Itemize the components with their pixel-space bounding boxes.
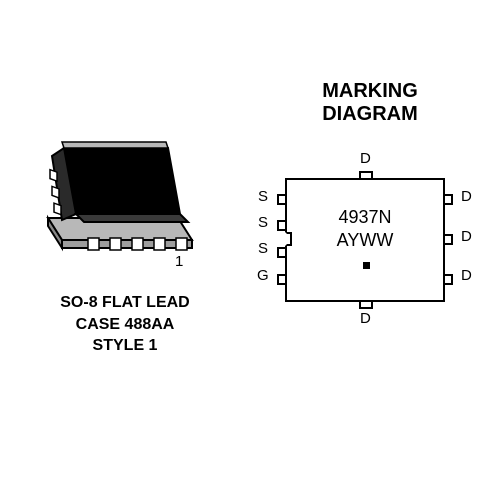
marking-diagram-box: 4937N AYWW	[285, 178, 445, 302]
lead-top	[359, 171, 373, 180]
lead-left-2	[277, 220, 287, 231]
lead-right-2	[443, 234, 453, 245]
pin-label-left-2: S	[258, 214, 268, 231]
pin-label-right-3: D	[461, 267, 472, 284]
lead-left-1	[277, 194, 287, 205]
marking-diagram-title: MARKING DIAGRAM	[270, 80, 470, 126]
marking-text: 4937N AYWW	[287, 206, 443, 253]
marking-dot-icon	[363, 262, 370, 269]
marking-text-line-2: AYWW	[287, 229, 443, 252]
marking-title-line-2: DIAGRAM	[270, 103, 470, 126]
lead-left-4	[277, 274, 287, 285]
caption-line-1: SO-8 FLAT LEAD	[30, 292, 220, 314]
package-3d-svg	[40, 130, 200, 260]
pin-label-left-1: S	[258, 188, 268, 205]
pin1-indicator-label: 1	[175, 253, 183, 270]
pin-label-top: D	[360, 150, 371, 167]
marking-text-line-1: 4937N	[287, 206, 443, 229]
lead-right-3	[443, 274, 453, 285]
caption-line-3: STYLE 1	[30, 335, 220, 357]
pin-label-left-3: S	[258, 240, 268, 257]
lead-bottom	[359, 300, 373, 309]
marking-title-line-1: MARKING	[270, 80, 470, 103]
pin-label-right-1: D	[461, 188, 472, 205]
package-caption: SO-8 FLAT LEAD CASE 488AA STYLE 1	[30, 292, 220, 357]
pin-label-left-4: G	[257, 267, 269, 284]
lead-left-3	[277, 247, 287, 258]
figure-container: 1 SO-8 FLAT LEAD CASE 488AA STYLE 1 MARK…	[0, 0, 500, 500]
lead-right-1	[443, 194, 453, 205]
pin-label-right-2: D	[461, 228, 472, 245]
caption-line-2: CASE 488AA	[30, 314, 220, 336]
pin-label-bottom: D	[360, 310, 371, 327]
package-3d-illustration	[40, 130, 200, 260]
